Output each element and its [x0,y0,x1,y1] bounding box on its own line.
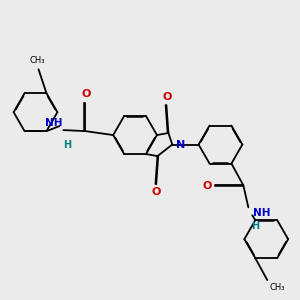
Text: CH₃: CH₃ [30,56,45,65]
Text: O: O [152,187,161,197]
Text: H: H [63,140,71,150]
Text: O: O [202,182,212,191]
Text: NH: NH [45,118,62,128]
Text: O: O [82,89,91,99]
Text: N: N [176,140,185,150]
Text: O: O [163,92,172,102]
Text: CH₃: CH₃ [269,283,285,292]
Text: NH: NH [253,208,271,218]
Text: H: H [251,221,260,231]
